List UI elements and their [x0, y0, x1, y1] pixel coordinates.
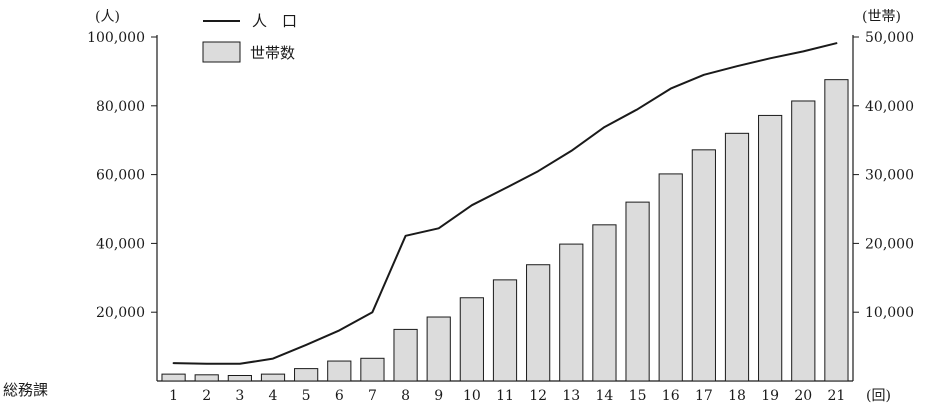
bar-series	[161, 79, 849, 382]
left-axis-tick-label: 20,000	[96, 305, 145, 321]
legend-line-label: 人 口	[252, 12, 297, 30]
x-axis-tick-label: 18	[728, 388, 746, 403]
x-axis-tick-label: 11	[496, 388, 514, 403]
x-axis-tick-label: 3	[235, 388, 244, 403]
x-axis-tick-label: 20	[794, 388, 812, 403]
x-axis-tick-label: 5	[302, 388, 311, 403]
bar	[824, 79, 849, 382]
bar	[393, 328, 418, 382]
footer-department: 総務課	[3, 381, 48, 399]
population-line	[172, 42, 838, 365]
bar	[492, 279, 518, 382]
x-axis-tick-label: 7	[368, 388, 377, 403]
bar	[161, 373, 186, 382]
tick-labels: 20,000 40,000 60,000 80,000 100,000 10,000 20,…	[87, 30, 914, 403]
x-axis-tick-label: 10	[463, 388, 481, 403]
bar	[592, 224, 617, 382]
right-axis-tick-label: 10,000	[865, 305, 914, 321]
bar	[559, 243, 584, 382]
right-axis-tick-label: 50,000	[865, 30, 914, 46]
bar	[327, 360, 352, 382]
bar	[691, 149, 716, 382]
x-axis-tick-label: 15	[629, 388, 647, 403]
bar	[758, 114, 783, 382]
bar	[791, 100, 816, 382]
x-axis-tick-label: 9	[434, 388, 443, 403]
bar	[227, 374, 252, 382]
left-axis-tick-label: 40,000	[96, 236, 145, 252]
x-axis-tick-label: 1	[169, 388, 178, 403]
x-axis-tick-label: 19	[761, 388, 779, 403]
left-axis-tick-label: 80,000	[96, 99, 145, 115]
bar	[426, 316, 451, 382]
legend-bar-swatch	[202, 41, 241, 63]
x-axis-tick-label: 6	[335, 388, 344, 403]
bar	[724, 132, 750, 382]
x-axis-tick-label: 16	[662, 388, 680, 403]
right-axis-tick-label: 20,000	[865, 236, 914, 252]
bar	[294, 368, 319, 382]
bar	[260, 373, 286, 382]
bar	[658, 173, 683, 382]
bar	[459, 297, 484, 382]
bar	[360, 357, 385, 382]
right-axis-tick-label: 40,000	[865, 99, 914, 115]
x-axis-tick-label: 2	[202, 388, 211, 403]
x-axis-tick-label: 12	[529, 388, 547, 403]
right-axis-unit: (世帯)	[862, 9, 901, 25]
right-axis-tick-label: 30,000	[865, 168, 914, 184]
x-axis-tick-label: 17	[695, 388, 713, 403]
x-axis-unit: (回)	[866, 388, 891, 403]
left-axis-unit: (人)	[95, 9, 120, 25]
legend: 人 口 世帯数	[202, 12, 297, 63]
x-axis-tick-label: 21	[828, 388, 846, 403]
legend-bar-label: 世帯数	[250, 44, 295, 62]
left-axis-tick-label: 60,000	[96, 168, 145, 184]
x-axis-tick-label: 13	[562, 388, 580, 403]
x-axis-tick-label: 4	[269, 388, 278, 403]
line-series	[172, 42, 838, 365]
left-axis-tick-label: 100,000	[87, 30, 145, 46]
bar	[526, 264, 551, 382]
bar	[625, 201, 650, 382]
bar	[194, 374, 219, 382]
x-axis-tick-label: 14	[596, 388, 614, 403]
x-axis-tick-label: 8	[401, 388, 410, 403]
